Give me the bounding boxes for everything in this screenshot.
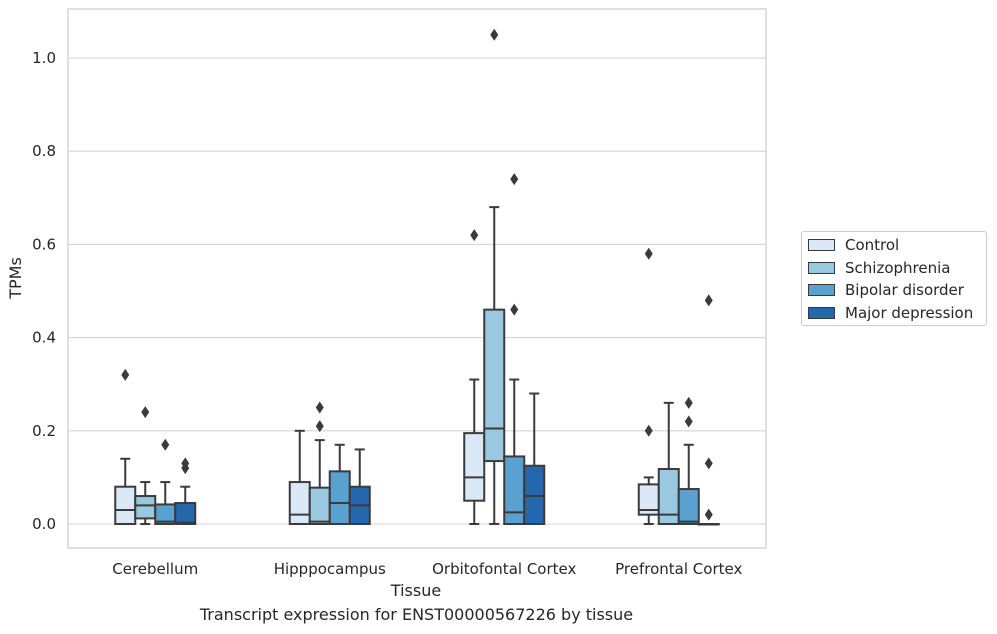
- plot-frame: [67, 8, 767, 549]
- outlier-point: [644, 424, 653, 437]
- outlier-point: [121, 368, 130, 381]
- box-iqr: [463, 432, 486, 502]
- outlier-point: [704, 457, 713, 470]
- box-iqr: [328, 470, 351, 526]
- y-tick-label: 0.0: [32, 515, 56, 533]
- outlier-point: [684, 415, 693, 428]
- box-0-3: [174, 485, 197, 525]
- box-iqr: [657, 468, 680, 525]
- box-3-1: [657, 401, 680, 525]
- y-tick-labels: 0.0 0.2 0.4 0.6 0.8 1.0: [32, 49, 56, 533]
- outlier-points: [121, 28, 713, 521]
- box-1-0: [288, 429, 311, 525]
- box-iqr: [134, 495, 157, 520]
- x-tick-labels: Cerebellum Hipppocampus Orbitofontal Corte…: [112, 560, 742, 578]
- x-axis-label: Tissue: [390, 581, 441, 600]
- x-tick-label: Cerebellum: [112, 560, 198, 578]
- legend-swatch-control: [808, 239, 835, 251]
- chart-caption: Transcript expression for ENST0000056722…: [199, 605, 634, 624]
- y-tick-label: 0.8: [32, 142, 56, 160]
- outlier-point: [161, 438, 170, 451]
- outlier-point: [704, 508, 713, 521]
- box-3-2: [677, 443, 700, 525]
- legend-item-schizophrenia: Schizophrenia: [808, 259, 950, 277]
- x-tick-label: Orbitofontal Cortex: [432, 560, 576, 578]
- outlier-point: [510, 303, 519, 316]
- box-0-1: [134, 481, 157, 525]
- box-2-0: [463, 378, 486, 525]
- box-iqr: [503, 455, 526, 525]
- box-iqr: [483, 308, 506, 463]
- grid-lines: [68, 57, 766, 525]
- outlier-point: [315, 420, 324, 433]
- box-2-3: [523, 392, 546, 525]
- x-tick-label: Hipppocampus: [274, 560, 386, 578]
- legend-item-control: Control: [808, 236, 899, 254]
- legend-label-schizophrenia: Schizophrenia: [845, 259, 951, 277]
- y-tick-label: 1.0: [32, 49, 56, 67]
- legend-item-major-depression: Major depression: [808, 304, 973, 322]
- legend-item-bipolar-disorder: Bipolar disorder: [808, 281, 964, 299]
- box-iqr: [523, 464, 546, 525]
- y-tick-label: 0.6: [32, 235, 56, 253]
- outlier-point: [490, 28, 499, 41]
- box-1-3: [348, 448, 371, 525]
- box-3-3: [697, 523, 720, 526]
- legend-label-major-depression: Major depression: [845, 304, 974, 322]
- box-iqr: [308, 486, 331, 526]
- legend-swatch-schizophrenia: [808, 262, 835, 274]
- outlier-point: [704, 294, 713, 307]
- outlier-point: [315, 401, 324, 414]
- box-iqr: [288, 481, 311, 525]
- legend-swatch-major-depression: [808, 307, 835, 319]
- box-iqr: [114, 485, 137, 525]
- outlier-point: [470, 229, 479, 242]
- box-iqr: [174, 502, 197, 525]
- outlier-point: [644, 247, 653, 260]
- legend-label-bipolar-disorder: Bipolar disorder: [845, 281, 964, 299]
- box-series: [114, 206, 720, 526]
- legend: Control Schizophrenia Bipolar disorder M…: [801, 231, 987, 326]
- y-axis-label: TPMs: [6, 257, 25, 300]
- legend-swatch-bipolar-disorder: [808, 284, 835, 296]
- box-3-0: [637, 476, 660, 525]
- box-0-0: [114, 457, 137, 525]
- outlier-point: [141, 406, 150, 419]
- box-1-2: [328, 443, 351, 526]
- y-tick-label: 0.2: [32, 422, 56, 440]
- box-2-2: [503, 378, 526, 525]
- box-0-2: [154, 481, 177, 526]
- box-1-1: [308, 439, 331, 526]
- outlier-point: [510, 173, 519, 186]
- box-2-1: [483, 206, 506, 525]
- legend-label-control: Control: [845, 236, 900, 254]
- outlier-point: [684, 396, 693, 409]
- outlier-point: [181, 457, 190, 470]
- y-tick-label: 0.4: [32, 329, 56, 347]
- x-tick-label: Prefrontal Cortex: [615, 560, 742, 578]
- box-iqr: [677, 488, 700, 525]
